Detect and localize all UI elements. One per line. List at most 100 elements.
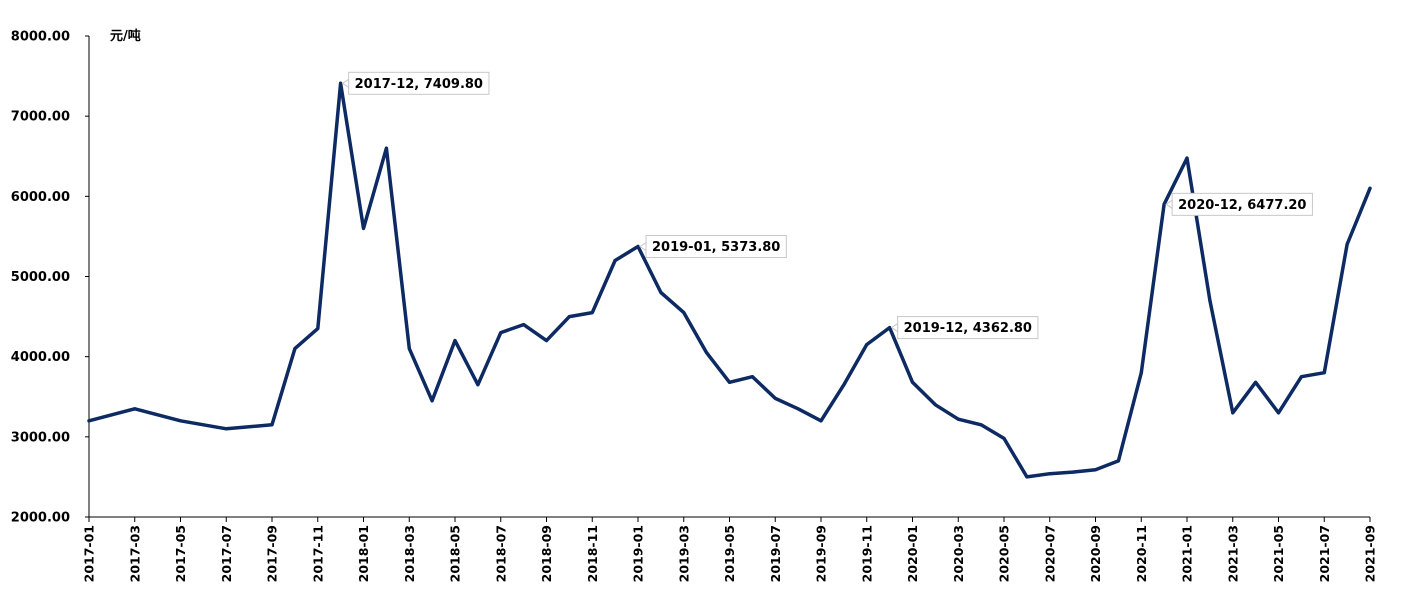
data-point [545,339,548,343]
data-point [979,423,983,427]
data-point [316,327,320,331]
x-tick-label: 2017-01 [82,525,97,582]
data-point [499,331,503,335]
data-point [407,347,411,351]
data-point [888,326,892,330]
data-point [133,407,137,411]
data-point [773,396,777,400]
x-tick-label: 2018-05 [448,525,463,582]
data-point [362,226,365,230]
data-label-text: 2019-01, 5373.80 [652,240,780,255]
data-point [590,311,594,315]
x-tick-label: 2017-05 [173,525,188,582]
data-point [613,258,617,262]
x-tick-label: 2018-01 [356,525,371,582]
data-point [1322,371,1326,375]
data-point [1048,472,1052,476]
data-point [453,339,457,343]
x-tick-label: 2017-07 [219,525,234,582]
data-point [750,375,754,379]
x-tick-label: 2021-01 [1180,525,1195,582]
data-point [87,419,91,423]
x-tick-label: 2020-01 [905,525,920,582]
x-tick-label: 2019-01 [631,525,646,582]
data-label: 2019-01, 5373.80 [639,235,787,259]
data-label-text: 2017-12, 7409.80 [355,77,483,92]
data-point [430,399,434,403]
y-tick-label: 7000.00 [11,110,70,125]
data-point [911,380,914,384]
x-tick-label: 2018-11 [585,525,600,582]
x-tick-label: 2021-05 [1271,525,1286,582]
x-tick-label: 2021-09 [1363,525,1378,582]
data-label-pointer [890,322,899,333]
series-line [87,81,1372,479]
data-label-text: 2019-12, 4362.80 [904,321,1032,336]
x-tick-label: 2019-05 [722,525,737,582]
data-point [1139,371,1143,375]
data-point [1185,156,1189,160]
x-tick-label: 2018-07 [493,525,508,582]
x-tick-label: 2020-11 [1134,525,1149,582]
data-point [1002,436,1006,440]
y-unit-label: 元/吨 [110,28,141,44]
data-point [293,347,297,351]
x-tick-label: 2019-09 [814,525,829,582]
y-tick-label: 6000.00 [11,190,70,205]
data-point [1254,380,1258,384]
y-tick-label: 8000.00 [11,30,70,45]
data-point [270,423,274,427]
x-tick-label: 2018-09 [539,525,554,582]
data-point [1094,468,1097,472]
data-point [179,419,182,423]
data-point [567,315,571,319]
data-label: 2020-12, 6477.20 [1165,192,1313,216]
x-tick-label: 2017-09 [265,525,280,582]
y-tick-label: 2000.00 [11,511,70,526]
data-point [1116,459,1120,463]
x-tick-label: 2018-03 [402,525,417,582]
x-tick-label: 2021-03 [1225,525,1240,582]
data-point [1231,411,1235,415]
data-point [224,427,228,431]
data-point [522,323,526,327]
y-tick-label: 3000.00 [11,430,70,445]
data-point [933,403,937,407]
data-point [384,146,388,150]
data-point [728,380,731,384]
data-point [956,417,960,421]
data-point [1345,242,1349,246]
y-tick-label: 5000.00 [11,270,70,285]
data-point [476,383,480,387]
x-tick-label: 2020-09 [1088,525,1103,582]
x-tick-label: 2017-03 [127,525,142,582]
data-point [705,351,709,355]
data-point [636,245,640,249]
x-tick-label: 2017-11 [310,525,325,582]
data-label: 2017-12, 7409.80 [341,71,490,95]
data-point [1299,375,1303,379]
data-label-pointer [639,241,647,252]
data-point [1162,202,1166,206]
x-tick-label: 2019-07 [768,525,783,582]
data-label-pointer [341,78,350,89]
x-tick-label: 2020-03 [951,525,966,582]
data-point [842,383,846,387]
data-point [1071,470,1075,474]
data-point [1277,411,1280,415]
y-tick-label: 4000.00 [11,350,70,365]
data-label-pointer [1165,199,1173,210]
data-label-text: 2020-12, 6477.20 [1178,198,1306,213]
data-point [819,419,823,423]
x-tick-label: 2020-05 [997,525,1012,582]
data-point [865,343,869,347]
x-tick-label: 2021-07 [1317,525,1332,582]
data-point [796,407,800,411]
data-label: 2019-12, 4362.80 [890,316,1039,340]
data-point [339,81,343,85]
data-point [1208,299,1212,303]
x-tick-label: 2019-03 [676,525,691,582]
x-tick-label: 2020-07 [1042,525,1057,582]
x-tick-label: 2019-11 [859,525,874,582]
